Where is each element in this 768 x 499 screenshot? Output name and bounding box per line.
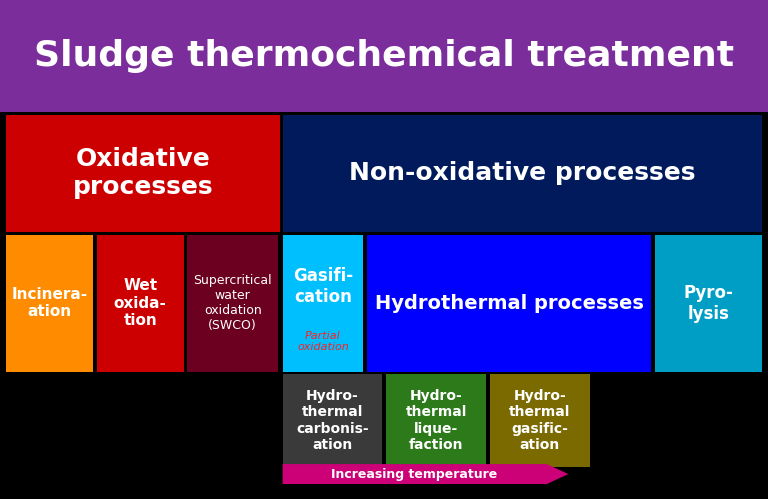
Text: Partial
oxidation: Partial oxidation xyxy=(297,331,349,352)
Text: Sludge thermochemical treatment: Sludge thermochemical treatment xyxy=(34,39,734,73)
Bar xyxy=(367,235,651,372)
Text: Supercritical
water
oxidation
(SWCO): Supercritical water oxidation (SWCO) xyxy=(194,274,272,332)
Text: Pyro-
lysis: Pyro- lysis xyxy=(684,284,733,322)
Bar xyxy=(6,115,280,232)
Bar xyxy=(283,374,382,467)
Bar xyxy=(187,235,278,372)
Text: Gasifi-
cation: Gasifi- cation xyxy=(293,267,353,306)
Bar xyxy=(0,0,768,112)
Bar xyxy=(283,115,762,232)
Bar xyxy=(283,235,363,372)
FancyArrow shape xyxy=(283,464,568,484)
Bar xyxy=(655,235,762,372)
Text: Hydrothermal processes: Hydrothermal processes xyxy=(375,293,644,313)
Bar xyxy=(6,235,93,372)
Text: Wet
oxida-
tion: Wet oxida- tion xyxy=(114,278,167,328)
Text: Hydro-
thermal
lique-
faction: Hydro- thermal lique- faction xyxy=(406,389,467,452)
Text: Increasing temperature: Increasing temperature xyxy=(331,468,497,481)
Text: Hydro-
thermal
carbonis-
ation: Hydro- thermal carbonis- ation xyxy=(296,389,369,452)
Text: Incinera-
ation: Incinera- ation xyxy=(12,287,88,319)
Text: Non-oxidative processes: Non-oxidative processes xyxy=(349,161,696,185)
Text: Hydro-
thermal
gasific-
ation: Hydro- thermal gasific- ation xyxy=(509,389,571,452)
Bar xyxy=(490,374,590,467)
Text: Oxidative
processes: Oxidative processes xyxy=(72,147,214,199)
Bar xyxy=(386,374,486,467)
Bar xyxy=(97,235,184,372)
